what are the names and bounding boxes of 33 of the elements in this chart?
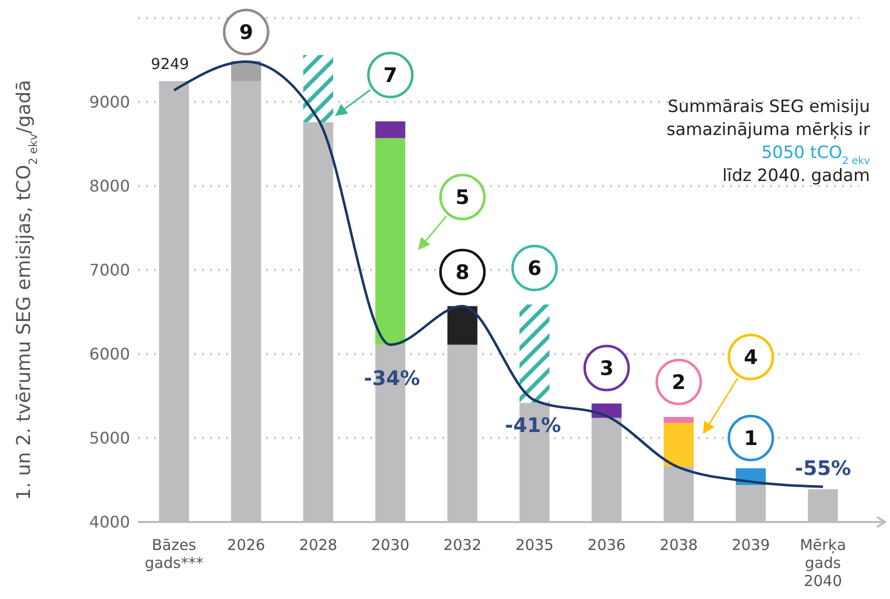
x-tick-label: 2030 [371, 536, 410, 554]
annotation: 1 [744, 426, 758, 450]
x-tick-label: 2039 [732, 536, 770, 554]
y-tick-label: 4000 [89, 512, 130, 532]
annotation: 7 [383, 63, 398, 88]
annotation: 8 [455, 260, 470, 284]
annotation: 2 [672, 370, 686, 394]
y-tick-label: 5000 [89, 428, 130, 448]
annotation: -55% [794, 456, 852, 480]
x-tick-label: 2036 [588, 536, 626, 554]
x-tick-label: Mērķa gads 2040 [800, 536, 846, 590]
annotation: -41% [504, 413, 562, 437]
annotation: 3 [600, 356, 614, 380]
x-tick-label: 2035 [515, 536, 554, 554]
x-tick-label: 2038 [660, 536, 698, 554]
y-tick-label: 7000 [89, 260, 130, 280]
x-tick-label: 2026 [227, 536, 266, 554]
x-tick-label: Bāzes gads*** [144, 536, 204, 572]
data-label: 9249 [150, 55, 190, 74]
annotation: līdz 2040. gadam [722, 166, 870, 186]
y-tick-label: 8000 [89, 176, 130, 196]
x-tick-label: 2032 [443, 536, 482, 554]
y-tick-label: 9000 [89, 92, 130, 112]
annotation: 4 [744, 345, 758, 370]
annotation: samazinājuma mērķis ir [666, 120, 870, 140]
annotation: -34% [364, 366, 420, 390]
x-tick-label: 2028 [299, 536, 338, 554]
annotation: 5 [455, 185, 470, 210]
annotation: Summārais SEG emisiju [668, 97, 870, 117]
y-tick-label: 6000 [89, 344, 130, 364]
annotation: 5050 tCO$_{2 ekv}$ [761, 143, 870, 166]
annotation: 9 [239, 20, 254, 44]
annotation: 6 [528, 256, 542, 280]
